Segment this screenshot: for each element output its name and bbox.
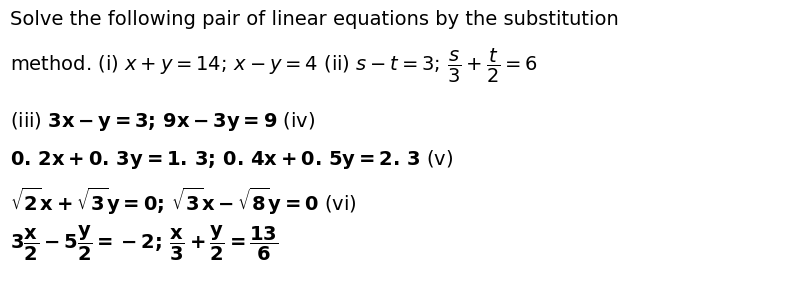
Text: $\mathbf{3\dfrac{x}{2} - 5\dfrac{y}{2} = -2;\, \dfrac{x}{3} + \dfrac{y}{2} = \df: $\mathbf{3\dfrac{x}{2} - 5\dfrac{y}{2} =…: [10, 224, 278, 263]
Text: method. (i) $x + y = 14;\, x - y = 4$ (ii) $s - t = 3;\, \dfrac{s}{3} + \dfrac{t: method. (i) $x + y = 14;\, x - y = 4$ (i…: [10, 47, 538, 85]
Text: (iii) $\mathbf{3x - y = 3;\, 9x - 3y = 9}$ (iv): (iii) $\mathbf{3x - y = 3;\, 9x - 3y = 9…: [10, 110, 315, 133]
Text: $\mathbf{\sqrt{2}x + \sqrt{3}y = 0;\, \sqrt{3}x - \sqrt{8}y = 0}$ (vi): $\mathbf{\sqrt{2}x + \sqrt{3}y = 0;\, \s…: [10, 186, 357, 217]
Text: $\mathbf{0.\,2x + 0.\,3y = 1.\,3;\, 0.\,4x + 0.\,5y = 2.\,3}$ (v): $\mathbf{0.\,2x + 0.\,3y = 1.\,3;\, 0.\,…: [10, 148, 454, 171]
Text: Solve the following pair of linear equations by the substitution: Solve the following pair of linear equat…: [10, 10, 618, 29]
